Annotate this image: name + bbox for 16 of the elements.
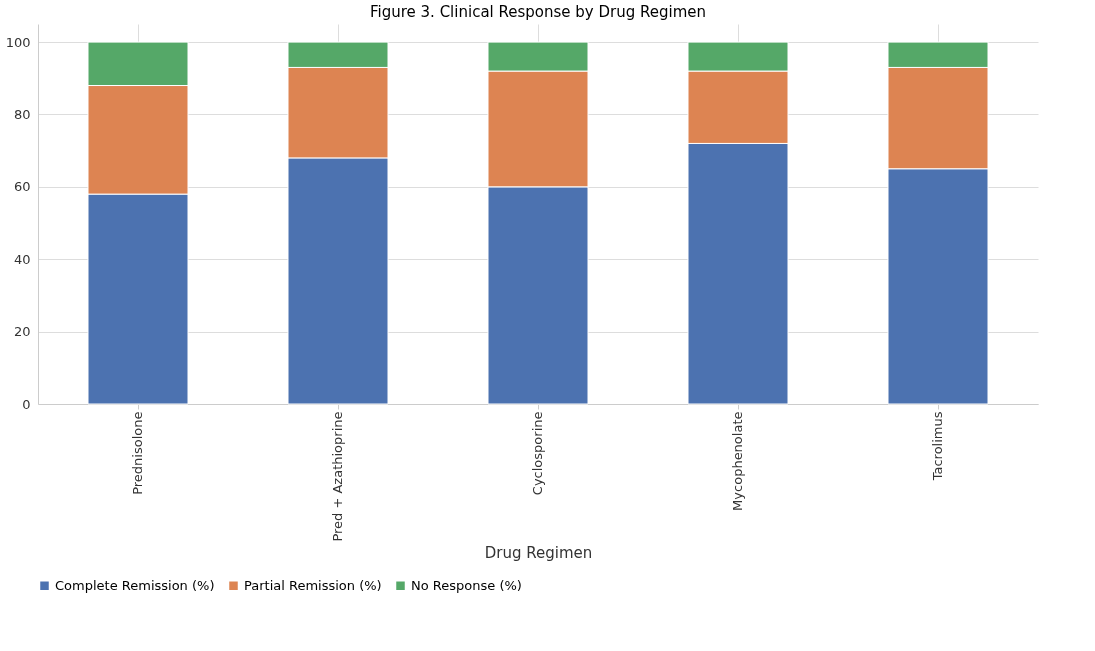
x-axis-title: Drug Regimen <box>484 543 593 562</box>
legend-label: Partial Remission (%) <box>244 577 382 593</box>
legend-label: Complete Remission (%) <box>55 577 215 593</box>
x-tick-label: Mycophenolate <box>730 411 745 511</box>
y-tick-label: 80 <box>13 106 31 122</box>
y-tick-label: 60 <box>13 179 31 195</box>
y-tick-label: 40 <box>13 251 31 267</box>
x-tick-label: Cyclosporine <box>530 411 545 496</box>
legend-label: No Response (%) <box>411 577 522 593</box>
y-tick-label: 20 <box>13 324 31 340</box>
y-tick-label: 100 <box>5 34 31 50</box>
y-tick-label: 0 <box>22 396 31 412</box>
x-tick-label: Prednisolone <box>130 411 145 495</box>
x-tick-label: Tacrolimus <box>930 411 945 482</box>
chart-title: Figure 3. Clinical Response by Drug Regimen <box>369 3 707 21</box>
x-tick-label: Pred + Azathioprine <box>330 411 345 542</box>
